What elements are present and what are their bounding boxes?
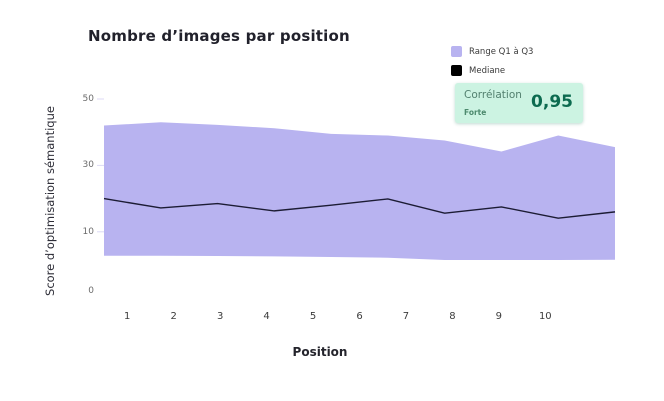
- correlation-label: Corrélation: [464, 89, 522, 101]
- x-tick-label-6: 6: [356, 311, 363, 322]
- correlation-strength: Forte: [464, 108, 487, 117]
- legend-item-0: Range Q1 à Q3: [451, 46, 533, 57]
- correlation-card: Corrélation Forte 0,95: [455, 83, 583, 123]
- y-tick-label-30: 30: [82, 160, 94, 171]
- x-tick-label-10: 10: [538, 311, 552, 322]
- legend-label: Mediane: [469, 65, 506, 76]
- q1-q3-band: [104, 122, 615, 261]
- x-tick-label-1: 1: [124, 311, 131, 322]
- x-tick-label-5: 5: [309, 311, 317, 322]
- median-line: [103, 197, 616, 219]
- x-tick-label-3: 3: [216, 311, 224, 322]
- legend-item-1: Mediane: [451, 65, 533, 76]
- legend-label: Range Q1 à Q3: [469, 46, 534, 57]
- legend-swatch-icon: [451, 46, 462, 57]
- x-tick-label-7: 7: [402, 311, 410, 322]
- legend-swatch-icon: [451, 65, 462, 76]
- chart-title: Nombre d’images par position: [88, 27, 350, 45]
- correlation-value: 0,95: [531, 92, 573, 112]
- x-tick-label-8: 8: [449, 311, 456, 322]
- x-axis-title: Position: [292, 345, 348, 359]
- x-tick-label-9: 9: [495, 311, 503, 322]
- y-tick-label-50: 50: [82, 94, 94, 104]
- y-tick-label-10: 10: [82, 226, 94, 237]
- x-tick-label-4: 4: [263, 311, 270, 322]
- y-tick-label-0: 0: [88, 286, 94, 296]
- chart-legend: Range Q1 à Q3 Mediane: [451, 46, 533, 84]
- x-tick-label-2: 2: [170, 311, 177, 322]
